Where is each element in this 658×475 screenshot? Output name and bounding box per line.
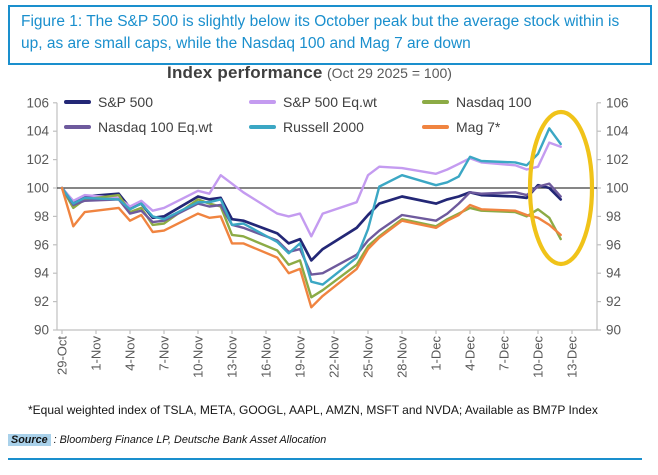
legend-item-s-p-500-eq-wt: S&P 500 Eq.wt	[249, 94, 422, 110]
y-tick-label-right: 90	[606, 323, 621, 338]
source-line: Source : Bloomberg Finance LP, Deutsche …	[8, 434, 326, 446]
series-line-mag-7-	[60, 186, 562, 309]
legend-swatch	[422, 100, 449, 104]
legend-swatch	[64, 100, 91, 104]
x-tick-label: 19-Nov	[293, 336, 308, 378]
legend-label: Nasdaq 100 Eq.wt	[98, 119, 213, 135]
legend-item-mag-7-: Mag 7*	[422, 119, 532, 135]
series-line-nasdaq-100	[60, 186, 562, 299]
x-tick-label: 1-Dec	[429, 336, 444, 371]
chart-title: Index performance (Oct 29 2025 = 100)	[57, 63, 562, 83]
y-tick-label-right: 92	[606, 294, 621, 309]
x-tick-label: 13-Nov	[225, 336, 240, 378]
x-tick-label: 4-Nov	[123, 336, 138, 371]
y-tick-label-left: 90	[34, 323, 49, 338]
x-tick-label: 1-Nov	[89, 336, 104, 371]
y-tick-label-right: 106	[606, 95, 629, 110]
y-tick-label-left: 100	[26, 181, 49, 196]
series-line-russell-2000	[60, 127, 562, 286]
x-tick-label: 4-Dec	[463, 336, 478, 371]
x-tick-label: 16-Nov	[259, 336, 274, 378]
legend-label: Mag 7*	[456, 119, 501, 135]
chart-title-subtitle: (Oct 29 2025 = 100)	[327, 65, 452, 81]
bottom-rule	[8, 458, 642, 460]
legend-swatch	[249, 100, 276, 104]
source-text: : Bloomberg Finance LP, Deutsche Bank As…	[53, 434, 327, 446]
y-tick-label-left: 92	[34, 294, 49, 309]
y-tick-label-left: 94	[34, 266, 50, 281]
y-tick-label-left: 104	[26, 124, 49, 139]
x-tick-label: 28-Nov	[395, 336, 410, 378]
y-tick-label-right: 94	[606, 266, 622, 281]
y-tick-label-left: 98	[34, 209, 49, 224]
legend-item-nasdaq-100-eq-wt: Nasdaq 100 Eq.wt	[64, 119, 249, 135]
chart-title-main: Index performance	[167, 63, 323, 82]
series-line-s-p-500-eq-wt	[60, 141, 562, 238]
x-tick-label: 10-Nov	[191, 336, 206, 378]
legend-label: S&P 500 Eq.wt	[283, 94, 377, 110]
x-tick-label: 13-Dec	[565, 336, 580, 378]
chart-legend: S&P 500 S&P 500 Eq.wt Nasdaq 100 Nasdaq 100…	[64, 94, 532, 135]
y-tick-label-left: 106	[26, 95, 49, 110]
legend-label: S&P 500	[98, 94, 154, 110]
x-tick-label: 7-Dec	[497, 336, 512, 371]
y-tick-label-right: 100	[606, 181, 629, 196]
legend-label: Russell 2000	[283, 119, 364, 135]
legend-label: Nasdaq 100	[456, 94, 532, 110]
y-tick-label-right: 98	[606, 209, 621, 224]
chart-footnote: *Equal weighted index of TSLA, META, GOO…	[28, 403, 598, 417]
legend-swatch	[422, 125, 449, 129]
series-line-s-p-500	[60, 183, 563, 262]
x-tick-label: 7-Nov	[157, 336, 172, 371]
legend-swatch	[249, 125, 276, 129]
y-tick-label-left: 96	[34, 237, 49, 252]
legend-swatch	[64, 125, 91, 129]
x-tick-label: 10-Dec	[531, 336, 546, 378]
source-label: Source	[8, 434, 51, 446]
highlight-ellipse-annotation	[527, 109, 595, 267]
y-tick-label-right: 96	[606, 237, 621, 252]
legend-item-nasdaq-100: Nasdaq 100	[422, 94, 532, 110]
figure-title-box: Figure 1: The S&P 500 is slightly below …	[8, 5, 652, 65]
x-tick-label: 29-Oct	[55, 336, 70, 375]
x-tick-label: 22-Nov	[327, 336, 342, 378]
legend-item-russell-2000: Russell 2000	[249, 119, 422, 135]
y-tick-label-right: 104	[606, 124, 629, 139]
x-tick-label: 25-Nov	[361, 336, 376, 378]
figure-title: Figure 1: The S&P 500 is slightly below …	[21, 13, 620, 53]
legend-item-s-p-500: S&P 500	[64, 94, 249, 110]
y-tick-label-left: 102	[26, 152, 49, 167]
y-tick-label-right: 102	[606, 152, 629, 167]
